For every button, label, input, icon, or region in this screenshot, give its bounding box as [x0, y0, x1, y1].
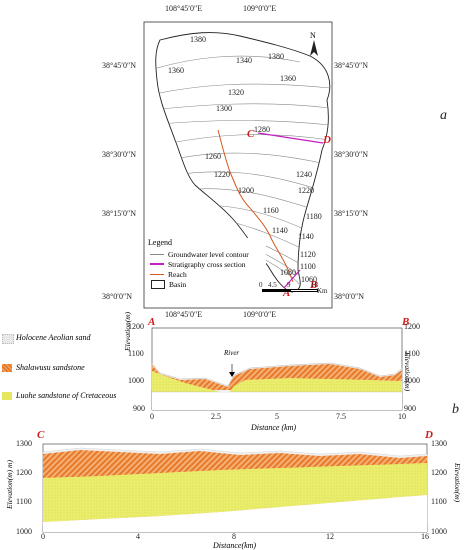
contour-label: 1080: [280, 268, 296, 277]
legend-title: Legend: [148, 238, 172, 247]
north-arrow: N: [310, 31, 318, 56]
contour-label: 1180: [306, 212, 322, 221]
cross-section-ab: [283, 269, 301, 289]
left-lat-3: 38°15′0″N: [102, 209, 137, 218]
label-b: B: [402, 316, 410, 328]
basin-outline: [155, 32, 331, 293]
map-label-b: B: [310, 279, 318, 291]
contour-label: 1380: [268, 52, 284, 61]
top-lon-2: 109°0′0″E: [243, 4, 277, 13]
contour-label: 1300: [216, 104, 232, 113]
label-c: C: [37, 429, 45, 441]
legend-item-reach: Reach: [146, 269, 266, 279]
legend-item-contour: Groundwater level contour: [146, 249, 266, 259]
label-d: D: [425, 429, 433, 441]
shalawusu-swatch: [2, 364, 12, 372]
legend-aeolian: Holocene Aeolian sand: [16, 333, 91, 342]
contour-line-icon: [150, 253, 164, 255]
luohe-layer-cd: [43, 463, 427, 522]
reach-line-icon: [150, 273, 164, 275]
contour-label: 1200: [238, 186, 254, 195]
contour-label: 1340: [236, 56, 252, 65]
contour-label: 1320: [228, 88, 244, 97]
map-label-a: A: [283, 287, 291, 299]
contour-label: 1100: [300, 262, 316, 271]
reach-line: [217, 129, 294, 283]
contour-label: 1140: [272, 226, 288, 235]
aeolian-sand-swatch: [2, 334, 14, 344]
contour-label: 1280: [254, 125, 270, 134]
label-a: A: [148, 316, 156, 328]
ylabel-cd-right: Elevation(m): [453, 463, 462, 503]
contour-label: 1360: [280, 74, 296, 83]
xlabel-cd: Distance(km): [213, 541, 257, 550]
contour-label: 1360: [168, 66, 184, 75]
contour-label: 1240: [296, 170, 312, 179]
panel-label-a: a: [440, 108, 447, 123]
ylabel-cd-left: Elevation(m) m): [5, 460, 14, 509]
svg-text:N: N: [310, 31, 316, 40]
contour-label: 1380: [190, 35, 206, 44]
contour-label: 1060: [301, 275, 317, 284]
luohe-swatch: [2, 392, 12, 400]
left-lat-1: 38°45′0″N: [102, 61, 137, 70]
legend-item-basin: Basin: [146, 279, 266, 289]
cross-section-cd: [257, 132, 324, 144]
map-label-d: D: [323, 134, 331, 146]
left-lat-2: 38°30′0″N: [102, 150, 137, 159]
right-lat-1: 38°45′0″N: [334, 61, 369, 70]
top-lon-1: 108°45′0″E: [165, 4, 203, 13]
left-lat-4: 38°0′0″N: [102, 292, 133, 301]
right-lat-2: 38°30′0″N: [334, 150, 369, 159]
xlabel-ab: Distance (km): [251, 423, 297, 432]
legend-item-section: Stratigraphy cross section: [146, 259, 266, 269]
panel-label-b: b: [452, 402, 459, 417]
legend-shalawusu: Shalawusu sandstone: [16, 363, 85, 372]
contour-label: 1120: [300, 250, 316, 259]
map-label-c: C: [247, 128, 255, 140]
section-cd-chart: [42, 443, 428, 533]
legend-luohe: Luohe sandstone of Cretaceous: [16, 391, 117, 400]
scale-bar-white: [290, 289, 318, 292]
luohe-layer-ab: [152, 371, 402, 394]
ylabel-ab: Elevation(m): [123, 311, 132, 351]
section-ab-chart: [151, 327, 403, 411]
basin-box-icon: [151, 279, 165, 289]
bottom-lon-1: 108°45′0″E: [165, 310, 203, 319]
contour-label: 1220: [298, 186, 314, 195]
contour-label: 1160: [263, 206, 279, 215]
river-label: River: [224, 349, 240, 357]
right-lat-4: 38°0′0″N: [334, 292, 365, 301]
contour-label: 1220: [214, 170, 230, 179]
legend-box: Legend Groundwater level contour Stratig…: [146, 238, 266, 302]
section-line-icon: [150, 263, 164, 265]
contour-label: 1140: [298, 232, 314, 241]
contour-label: 1260: [205, 152, 221, 161]
bottom-lon-2: 109°0′0″E: [243, 310, 277, 319]
right-lat-3: 38°15′0″N: [334, 209, 369, 218]
